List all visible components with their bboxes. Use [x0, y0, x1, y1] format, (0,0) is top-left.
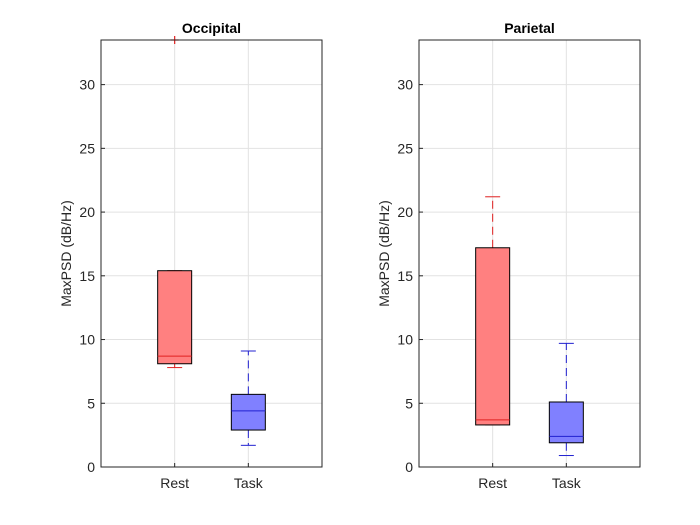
- y-tick-label: 30: [397, 77, 413, 93]
- box-task: [548, 342, 584, 457]
- y-tick-label: 20: [79, 204, 95, 220]
- y-ticks: 0 5 10 15 20 25 30: [397, 77, 423, 475]
- box-iqr: [230, 393, 266, 431]
- box-task: [230, 350, 266, 446]
- axes-frame: [100, 39, 323, 468]
- y-tick-label: 0: [405, 459, 413, 475]
- y-tick-label: 15: [397, 268, 413, 284]
- y-ticks: 0 5 10 15 20 25 30: [79, 77, 105, 475]
- y-tick-label: 25: [79, 140, 95, 156]
- boxes: [157, 36, 266, 446]
- chart-title: Parietal: [504, 20, 555, 36]
- y-axis-label: MaxPSD (dB/Hz): [58, 200, 74, 307]
- y-tick-label: 15: [79, 268, 95, 284]
- grid: [419, 40, 640, 467]
- y-tick-label: 25: [397, 140, 413, 156]
- x-tick-label: Task: [234, 475, 264, 491]
- x-tick-label: Task: [552, 475, 582, 491]
- y-tick-label: 20: [397, 204, 413, 220]
- y-tick-label: 5: [405, 395, 413, 411]
- x-ticks: Rest Task: [478, 463, 582, 491]
- box-iqr: [475, 247, 511, 426]
- x-tick-label: Rest: [478, 475, 507, 491]
- boxes: [475, 196, 584, 457]
- box-rest: [475, 196, 511, 426]
- y-tick-label: 5: [87, 395, 95, 411]
- y-tick-label: 30: [79, 77, 95, 93]
- panel-occipital: Occipital MaxPSD (dB/Hz) 0 5 10 15 20 25 30 Re…: [58, 20, 323, 491]
- x-tick-label: Rest: [160, 475, 189, 491]
- y-tick-label: 10: [397, 332, 413, 348]
- axes-frame: [418, 39, 641, 468]
- x-ticks: Rest Task: [160, 463, 264, 491]
- chart-title: Occipital: [182, 20, 241, 36]
- box-iqr: [157, 270, 193, 365]
- y-axis-label: MaxPSD (dB/Hz): [376, 200, 392, 307]
- y-tick-label: 0: [87, 459, 95, 475]
- panel-parietal: Parietal MaxPSD (dB/Hz) 0 5 10 15 20 25 30 Res…: [376, 20, 641, 491]
- y-tick-label: 10: [79, 332, 95, 348]
- grid: [101, 40, 322, 467]
